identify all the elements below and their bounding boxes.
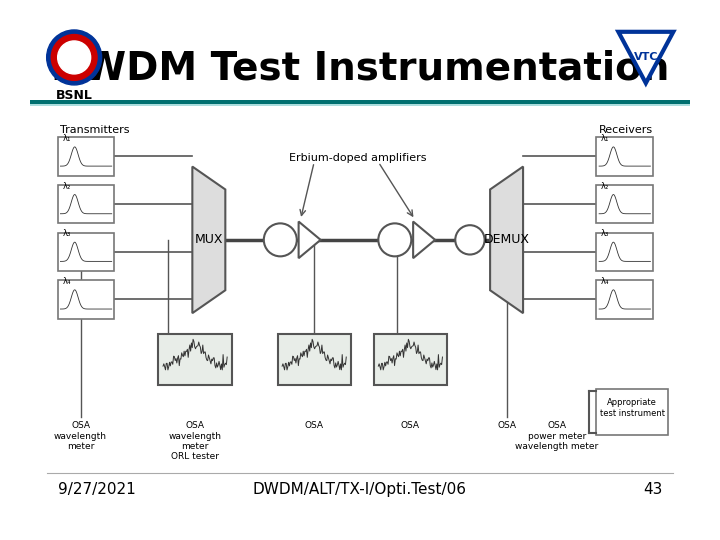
Polygon shape [490, 166, 523, 313]
Bar [596, 185, 653, 224]
Text: 9/27/2021: 9/27/2021 [58, 482, 135, 497]
Text: OSA: OSA [401, 421, 420, 430]
Polygon shape [413, 221, 435, 258]
Bar [30, 23, 690, 104]
Text: Receivers: Receivers [598, 125, 653, 136]
Text: λ₁: λ₁ [601, 134, 609, 143]
Text: VTC: VTC [634, 52, 658, 63]
Bar [277, 334, 351, 384]
Text: OSA: OSA [305, 421, 324, 430]
Text: OSA: OSA [497, 421, 516, 430]
Text: λ₃: λ₃ [601, 229, 609, 238]
Circle shape [378, 224, 411, 256]
Bar [596, 389, 668, 435]
Polygon shape [299, 221, 320, 258]
Bar [596, 280, 653, 319]
Text: λ₄: λ₄ [62, 277, 71, 286]
Text: λ₄: λ₄ [601, 277, 609, 286]
Circle shape [455, 225, 485, 254]
Text: OSA
wavelength
meter
ORL tester: OSA wavelength meter ORL tester [168, 421, 222, 461]
Bar [30, 100, 690, 104]
Text: BSNL: BSNL [55, 90, 93, 103]
Circle shape [264, 224, 297, 256]
Text: DWDM Test Instrumentation: DWDM Test Instrumentation [51, 49, 669, 87]
Text: DEMUX: DEMUX [484, 233, 530, 246]
Text: 43: 43 [643, 482, 662, 497]
Bar [58, 185, 114, 224]
Bar [30, 104, 690, 106]
Bar [30, 474, 690, 517]
Circle shape [51, 35, 97, 80]
Text: Erbium-doped amplifiers: Erbium-doped amplifiers [289, 153, 426, 163]
Text: λ₁: λ₁ [62, 134, 71, 143]
Text: Transmitters: Transmitters [60, 125, 129, 136]
Text: Appropriate
test instrument: Appropriate test instrument [600, 399, 665, 417]
Circle shape [58, 41, 91, 74]
Bar [374, 334, 447, 384]
Polygon shape [618, 32, 673, 83]
Bar [596, 233, 653, 271]
Circle shape [47, 30, 102, 85]
Bar [58, 280, 114, 319]
Bar [596, 137, 653, 176]
Text: OSA
power meter
wavelength meter: OSA power meter wavelength meter [516, 421, 598, 451]
Bar [58, 137, 114, 176]
Polygon shape [192, 166, 225, 313]
Text: λ₂: λ₂ [601, 181, 609, 191]
Text: λ₃: λ₃ [62, 229, 71, 238]
Text: λ₂: λ₂ [62, 181, 71, 191]
Text: DWDM/ALT/TX-I/Opti.Test/06: DWDM/ALT/TX-I/Opti.Test/06 [253, 482, 467, 497]
Text: OSA
wavelength
meter: OSA wavelength meter [54, 421, 107, 451]
Bar [158, 334, 232, 384]
Text: MUX: MUX [194, 233, 223, 246]
Bar [58, 233, 114, 271]
